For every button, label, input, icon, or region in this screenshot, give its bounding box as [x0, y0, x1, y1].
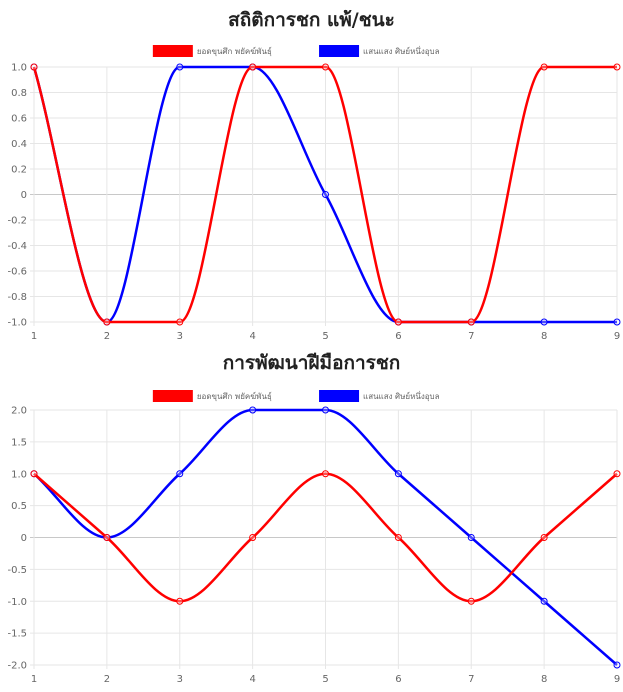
y-tick-label: -0.5	[7, 565, 27, 576]
y-tick-label: -0.2	[7, 216, 27, 227]
data-point[interactable]	[322, 406, 329, 414]
y-tick-label: -0.4	[7, 241, 27, 252]
x-tick-label: 3	[177, 674, 183, 685]
data-point[interactable]	[467, 597, 475, 605]
y-tick-label: 2.0	[11, 406, 27, 417]
data-point[interactable]	[540, 534, 548, 541]
data-point[interactable]	[176, 470, 184, 478]
legend-swatch	[319, 390, 360, 402]
x-tick-label: 6	[395, 674, 401, 685]
chart-title: การพัฒนาฝีมือการชก	[223, 352, 401, 374]
legend-label: ยอดขุนศึก พยัคฆ์พันธุ์	[197, 391, 272, 401]
data-point[interactable]	[176, 63, 184, 71]
win-loss-chart: สถิติการชก แพ้/ชนะ ยอดขุนศึก พยัคฆ์พันธุ…	[7, 9, 621, 343]
data-point[interactable]	[540, 597, 548, 605]
data-point[interactable]	[467, 318, 475, 326]
data-point[interactable]	[30, 63, 38, 71]
data-point[interactable]	[249, 63, 257, 71]
x-tick-label: 7	[468, 674, 474, 685]
data-point[interactable]	[613, 661, 621, 669]
legend-label: ยอดขุนศึก พยัคฆ์พันธุ์	[197, 46, 272, 56]
x-tick-label: 9	[614, 331, 620, 342]
data-point[interactable]	[394, 534, 402, 541]
grid: 2.0 1.5 1.0 0.5 0 -0.5 -1.0 -1.5 -2.0 1 2 3 4 5 6 7 8 9	[7, 406, 620, 686]
legend-item[interactable]: แสนแสง ศิษย์หนึ่งอุบล	[319, 390, 440, 402]
data-point[interactable]	[322, 470, 329, 478]
legend: ยอดขุนศึก พยัคฆ์พันธุ์ แสนแสง ศิษย์หนึ่งอ…	[152, 45, 440, 57]
x-tick-label: 1	[31, 331, 37, 342]
legend-item[interactable]: ยอดขุนศึก พยัคฆ์พันธุ์	[152, 390, 272, 402]
x-tick-label: 1	[31, 674, 37, 685]
data-point[interactable]	[103, 534, 111, 541]
x-tick-label: 2	[104, 331, 110, 342]
x-tick-label: 5	[322, 674, 328, 685]
y-tick-label: -0.6	[7, 267, 27, 278]
data-point[interactable]	[176, 318, 184, 326]
x-tick-label: 9	[614, 674, 620, 685]
y-tick-label: 0.8	[11, 88, 27, 99]
legend-item[interactable]: แสนแสง ศิษย์หนึ่งอุบล	[319, 45, 440, 57]
data-point[interactable]	[613, 318, 621, 326]
series-line	[33, 408, 618, 666]
series-line	[32, 65, 617, 324]
x-tick-label: 6	[395, 331, 401, 342]
data-point[interactable]	[613, 63, 621, 71]
data-point[interactable]	[249, 534, 257, 541]
data-point[interactable]	[322, 191, 329, 198]
chart-title: สถิติการชก แพ้/ชนะ	[228, 9, 395, 31]
data-point[interactable]	[467, 534, 475, 541]
y-tick-label: 1.0	[11, 63, 27, 74]
series-1	[30, 63, 621, 326]
y-tick-label: -1.5	[7, 629, 27, 640]
data-point[interactable]	[540, 318, 548, 326]
x-tick-label: 4	[249, 674, 255, 685]
data-point[interactable]	[322, 63, 329, 71]
skill-progress-chart: การพัฒนาฝีมือการชก ยอดขุนศึก พยัคฆ์พันธุ…	[7, 352, 621, 686]
series-1	[30, 470, 621, 605]
y-tick-label: 1.0	[11, 469, 27, 480]
y-tick-label: -0.8	[7, 292, 27, 303]
y-tick-label: 0.4	[11, 139, 27, 150]
y-tick-label: 0.5	[11, 501, 27, 512]
x-tick-label: 7	[468, 331, 474, 342]
legend-label: แสนแสง ศิษย์หนึ่งอุบล	[363, 390, 440, 401]
y-tick-label: -2.0	[7, 661, 27, 672]
data-point[interactable]	[249, 406, 257, 414]
x-tick-label: 2	[104, 674, 110, 685]
x-tick-label: 5	[322, 331, 328, 342]
data-point[interactable]	[394, 470, 402, 478]
legend-label: แสนแสง ศิษย์หนึ่งอุบล	[363, 45, 440, 56]
legend-item[interactable]: ยอดขุนศึก พยัคฆ์พันธุ์	[152, 45, 272, 57]
series-line	[33, 472, 618, 603]
data-point[interactable]	[103, 318, 111, 326]
data-point[interactable]	[613, 470, 621, 478]
y-tick-label: -1.0	[7, 318, 27, 329]
legend-swatch	[319, 45, 360, 57]
x-tick-label: 3	[177, 331, 183, 342]
y-tick-label: 0.2	[11, 165, 27, 176]
y-tick-label: 0	[21, 190, 27, 201]
y-tick-label: -1.0	[7, 597, 27, 608]
y-tick-label: 1.5	[11, 437, 27, 448]
x-tick-label: 8	[541, 674, 547, 685]
data-point[interactable]	[176, 597, 184, 605]
x-tick-label: 8	[541, 331, 547, 342]
grid: 1.0 0.8 0.6 0.4 0.2 0 -0.2 -0.4 -0.6 -0.8 -1.0 1 2 3 4…	[7, 63, 620, 343]
data-point[interactable]	[30, 470, 38, 478]
data-point[interactable]	[394, 318, 402, 326]
data-point[interactable]	[540, 63, 548, 71]
legend-swatch	[152, 390, 193, 402]
y-tick-label: 0	[21, 533, 27, 544]
y-tick-label: 0.6	[11, 114, 27, 125]
x-tick-label: 4	[249, 331, 255, 342]
legend: ยอดขุนศึก พยัคฆ์พันธุ์ แสนแสง ศิษย์หนึ่งอ…	[152, 390, 440, 402]
legend-swatch	[152, 45, 193, 57]
